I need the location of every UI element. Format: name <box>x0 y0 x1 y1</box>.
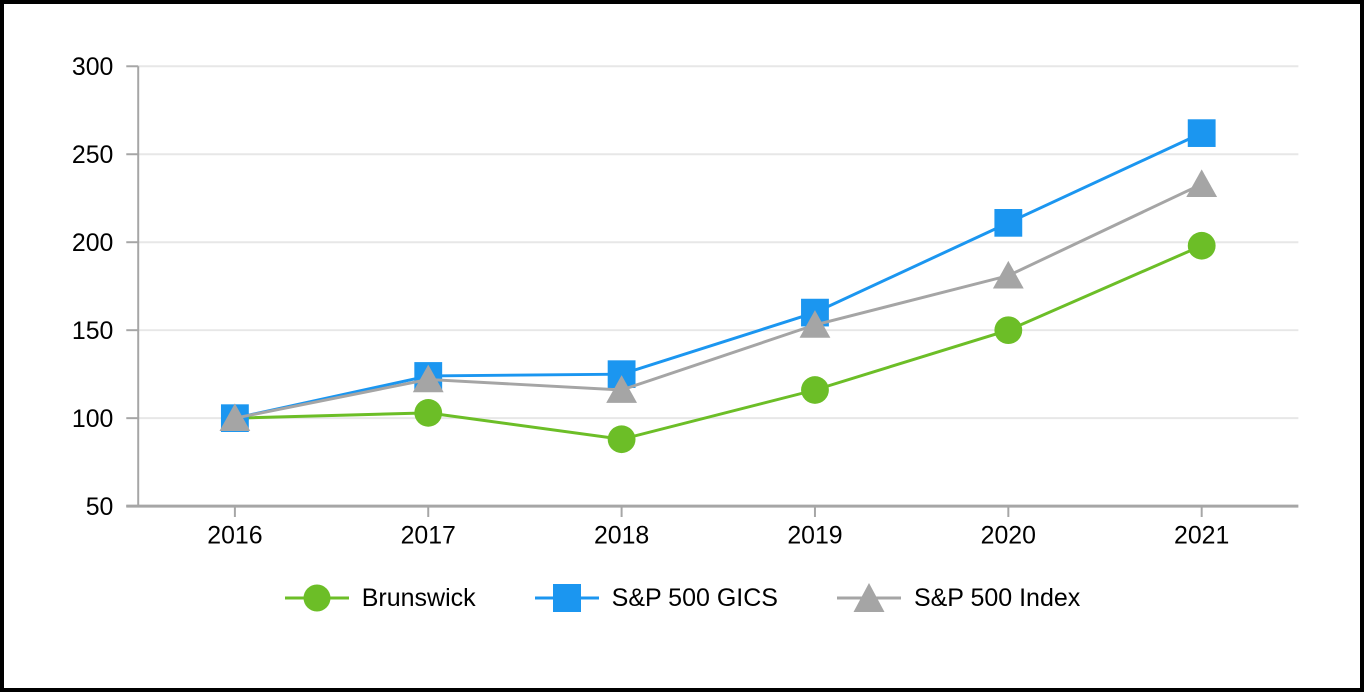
x-axis-label: 2018 <box>594 523 649 550</box>
data-point-s-p-500-index <box>606 375 638 403</box>
y-axis-label: 100 <box>72 406 113 433</box>
series-line-s-p-500-gics <box>234 131 1203 420</box>
x-axis-label: 2016 <box>207 523 262 550</box>
data-point-brunswick <box>414 399 443 427</box>
data-point-s-p-500-index <box>1186 169 1218 198</box>
data-point-s-p-500-index <box>412 364 444 393</box>
data-point-s-p-500-index <box>992 260 1024 289</box>
x-axis-label: 2021 <box>1174 523 1229 550</box>
x-axis-label: 2019 <box>787 523 842 550</box>
legend-item-sp500-index: S&P 500 Index <box>836 582 1080 614</box>
data-point-s-p-500-index <box>799 310 831 338</box>
legend-item-sp500-gics: S&P 500 GICS <box>534 582 778 614</box>
circle-marker-icon <box>284 584 349 612</box>
y-axis-label: 200 <box>72 230 113 257</box>
x-axis-label: 2020 <box>981 523 1036 550</box>
legend-label-brunswick: Brunswick <box>361 583 476 612</box>
x-axis-label: 2017 <box>401 523 456 550</box>
data-point-s-p-500-index <box>219 403 251 432</box>
legend-item-brunswick: Brunswick <box>284 582 476 614</box>
series-line-brunswick <box>234 244 1203 441</box>
data-point-brunswick <box>801 376 829 404</box>
data-point-brunswick <box>994 316 1023 345</box>
legend-label-sp500-index: S&P 500 Index <box>913 583 1081 612</box>
data-point-brunswick <box>1187 231 1216 260</box>
series-line-s-p-500-index <box>234 182 1203 420</box>
data-point-s-p-500-gics <box>1187 119 1216 147</box>
y-axis-label: 250 <box>72 142 113 169</box>
y-axis-label: 50 <box>86 494 114 521</box>
y-axis-label: 300 <box>72 54 113 81</box>
square-marker-icon <box>534 584 599 612</box>
triangle-marker-icon <box>836 583 901 612</box>
chart-legend: Brunswick S&P 500 GICS S&P 500 Index <box>4 582 1360 614</box>
y-axis-label: 150 <box>72 318 113 345</box>
data-point-s-p-500-gics <box>994 209 1023 237</box>
data-point-brunswick <box>607 425 636 454</box>
legend-label-sp500-gics: S&P 500 GICS <box>611 583 778 612</box>
performance-line-chart: 300 250 200 150 100 50 2016 2017 2018 2019 2020 202… <box>72 54 1299 550</box>
